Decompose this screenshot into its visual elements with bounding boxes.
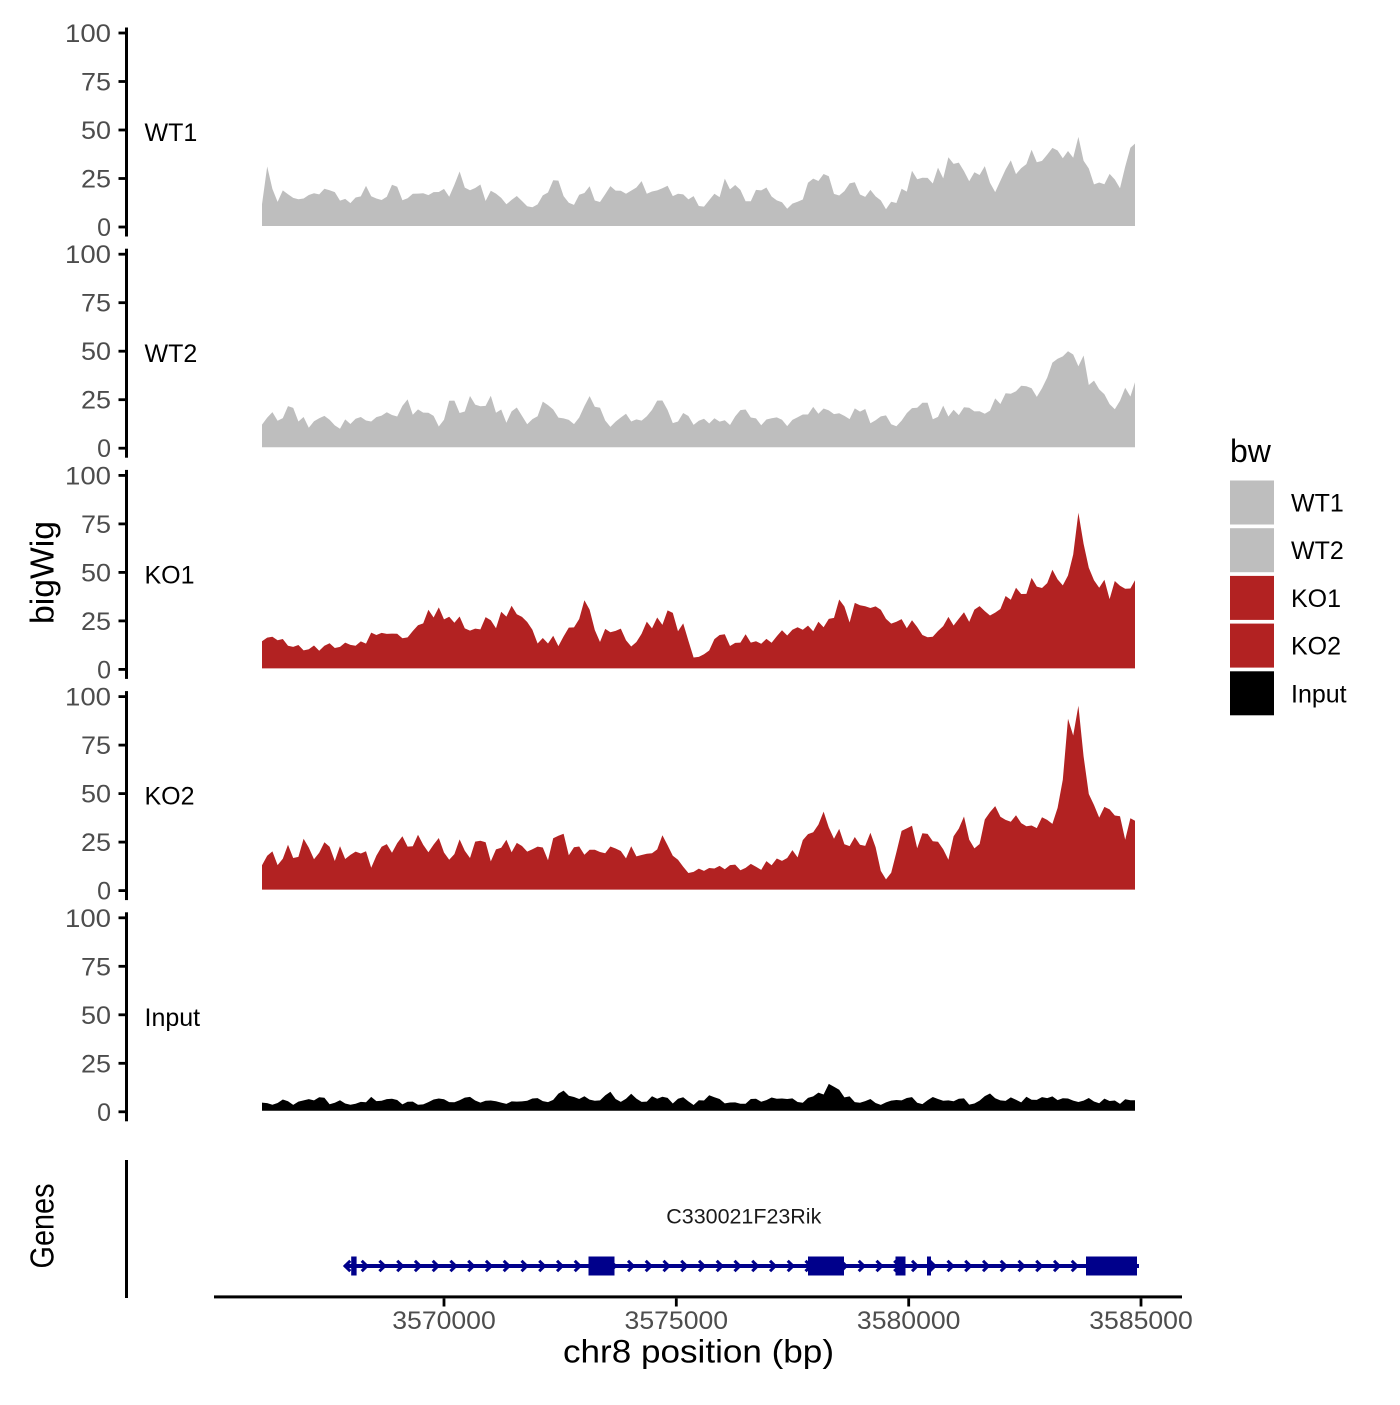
svg-text:100: 100 [65,905,111,933]
svg-text:3585000: 3585000 [1089,1307,1193,1335]
svg-text:100: 100 [65,684,111,712]
svg-text:Input: Input [1291,680,1347,708]
svg-text:50: 50 [81,559,111,587]
svg-text:25: 25 [81,829,111,857]
svg-text:chr8 position (bp): chr8 position (bp) [563,1334,834,1370]
svg-text:100: 100 [65,241,111,269]
svg-text:25: 25 [81,166,111,194]
svg-text:50: 50 [81,338,111,366]
svg-text:0: 0 [97,878,111,906]
svg-text:KO2: KO2 [145,783,195,811]
svg-text:0: 0 [97,214,111,242]
svg-text:3570000: 3570000 [392,1307,496,1335]
svg-text:WT2: WT2 [1291,537,1344,565]
svg-text:50: 50 [81,117,111,145]
svg-text:3580000: 3580000 [857,1307,961,1335]
svg-text:50: 50 [81,1002,111,1030]
svg-text:KO1: KO1 [1291,585,1341,613]
svg-text:0: 0 [97,435,111,463]
svg-text:Input: Input [145,1004,201,1032]
svg-text:KO2: KO2 [1291,633,1341,661]
svg-text:25: 25 [81,608,111,636]
svg-text:3575000: 3575000 [625,1307,729,1335]
svg-text:25: 25 [81,1050,111,1078]
svg-text:KO1: KO1 [145,561,195,589]
svg-text:WT1: WT1 [145,119,198,147]
svg-text:0: 0 [97,656,111,684]
svg-text:75: 75 [81,290,111,318]
svg-text:Genes: Genes [24,1184,61,1269]
svg-text:0: 0 [97,1099,111,1127]
svg-text:bigWig: bigWig [24,521,61,624]
svg-text:100: 100 [65,462,111,490]
svg-text:WT1: WT1 [1291,490,1344,518]
svg-text:75: 75 [81,69,111,97]
svg-text:WT2: WT2 [145,340,198,368]
svg-text:bw: bw [1230,433,1272,469]
svg-text:C330021F23Rik: C330021F23Rik [666,1206,822,1229]
svg-text:75: 75 [81,953,111,981]
svg-text:50: 50 [81,781,111,809]
svg-text:75: 75 [81,511,111,539]
svg-text:100: 100 [65,20,111,48]
svg-text:25: 25 [81,387,111,415]
svg-text:75: 75 [81,732,111,760]
